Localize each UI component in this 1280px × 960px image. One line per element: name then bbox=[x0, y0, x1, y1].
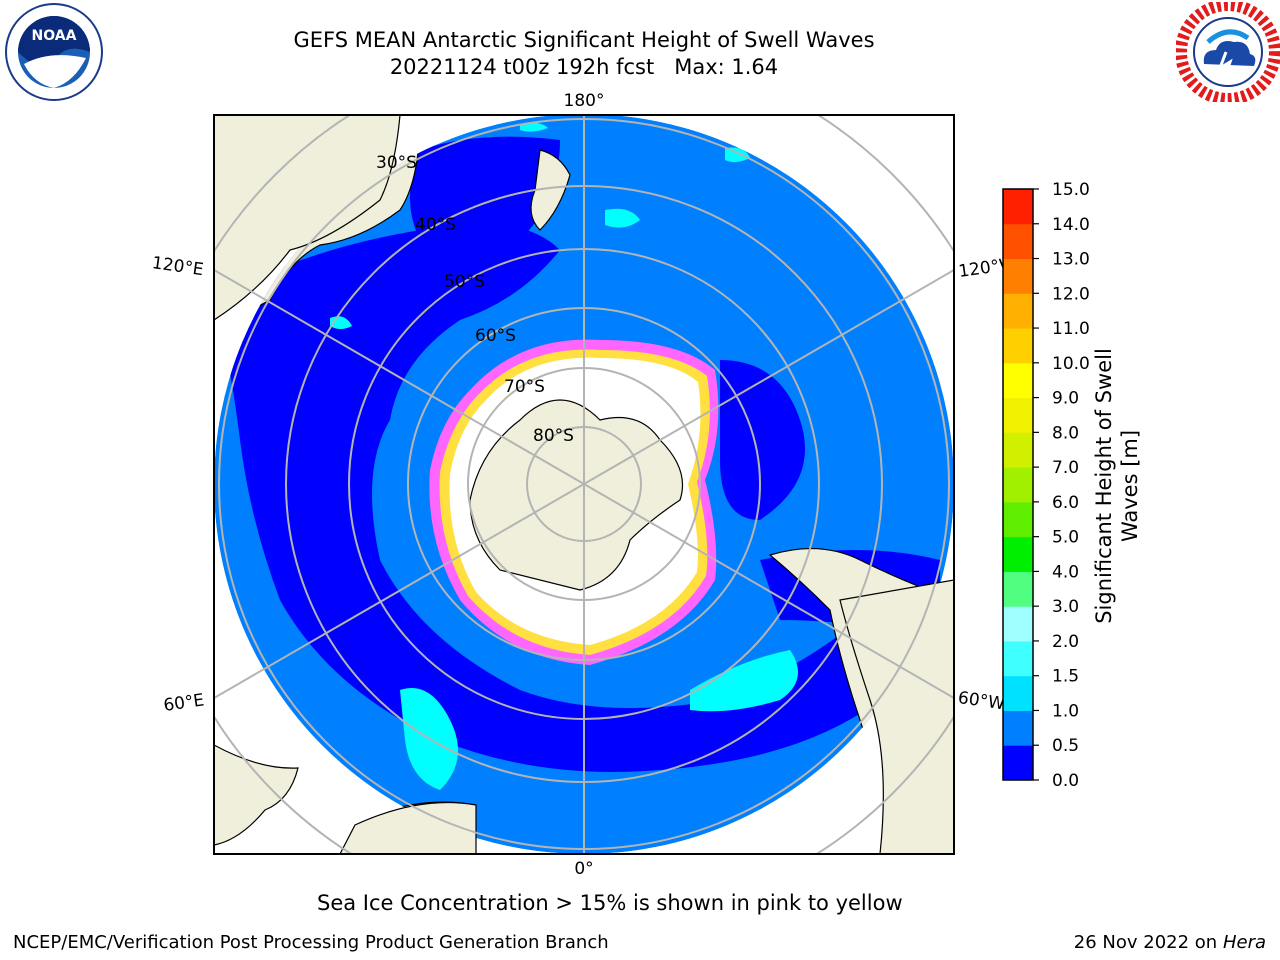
run-date: 26 Nov 2022 on Hera bbox=[1074, 932, 1266, 953]
colorbar-tick-label: 2.0 bbox=[1052, 632, 1079, 652]
colorbar-segment bbox=[1003, 397, 1033, 433]
colorbar-tick-label: 12.0 bbox=[1052, 284, 1090, 304]
branch-credit: NCEP/EMC/Verification Post Processing Pr… bbox=[13, 932, 609, 953]
noaa-logo: NOAA bbox=[5, 3, 103, 101]
colorbar-tick-label: 14.0 bbox=[1052, 215, 1090, 235]
lon-label-60e: 60°E bbox=[162, 690, 205, 715]
noaa-logo-text: NOAA bbox=[32, 28, 77, 44]
colorbar-segment bbox=[1003, 362, 1033, 399]
colorbar-segment bbox=[1003, 432, 1033, 468]
map-title: GEFS MEAN Antarctic Significant Height o… bbox=[293, 28, 875, 52]
colorbar-tick-label: 13.0 bbox=[1052, 250, 1090, 270]
colorbar-tick-label: 0.0 bbox=[1052, 771, 1079, 791]
colorbar-tick-label: 3.0 bbox=[1052, 597, 1079, 617]
colorbar-frame bbox=[1002, 188, 1034, 781]
colorbar-segment bbox=[1003, 640, 1033, 677]
lat-label-60s: 60°S bbox=[475, 326, 516, 346]
colorbar-label-line1: Significant Height of Swell bbox=[1092, 348, 1116, 624]
colorbar-tick-label: 7.0 bbox=[1052, 458, 1079, 478]
colorbar-tick-label: 0.5 bbox=[1052, 736, 1079, 756]
colorbar-segment bbox=[1003, 328, 1033, 364]
lat-label-70s: 70°S bbox=[504, 377, 545, 397]
colorbar-segment bbox=[1003, 606, 1033, 642]
lon-label-0: 0° bbox=[574, 859, 593, 879]
lon-label-60w: 60°W bbox=[957, 688, 1006, 714]
colorbar-tick-label: 15.0 bbox=[1052, 180, 1090, 200]
lat-label-50s: 50°S bbox=[444, 272, 485, 292]
colorbar-segment bbox=[1003, 710, 1033, 746]
colorbar-segment bbox=[1003, 189, 1033, 225]
colorbar-tick-label: 4.0 bbox=[1052, 562, 1079, 582]
lat-label-40s: 40°S bbox=[415, 215, 456, 235]
colorbar-label-line2: Waves [m] bbox=[1118, 430, 1142, 542]
host-name: Hera bbox=[1222, 932, 1266, 953]
lat-label-80s: 80°S bbox=[533, 426, 574, 446]
colorbar-tick-label: 5.0 bbox=[1052, 528, 1079, 548]
colorbar-tick-label: 1.0 bbox=[1052, 701, 1079, 721]
lon-label-180: 180° bbox=[564, 91, 605, 111]
colorbar-segment bbox=[1003, 501, 1033, 538]
nws-logo bbox=[1176, 2, 1280, 102]
antarctica-landmass bbox=[469, 399, 684, 591]
colorbar-segment bbox=[1003, 293, 1033, 329]
colorbar-segment bbox=[1003, 536, 1033, 572]
colorbar-tick-label: 10.0 bbox=[1052, 354, 1090, 374]
map-frame bbox=[213, 114, 955, 855]
map-subtitle: 20221124 t00z 192h fcst Max: 1.64 bbox=[389, 55, 779, 79]
sea-ice-note: Sea Ice Concentration > 15% is shown in … bbox=[317, 891, 903, 915]
colorbar-tick-label: 9.0 bbox=[1052, 389, 1079, 409]
lon-label-120e: 120°E bbox=[151, 253, 205, 280]
colorbar bbox=[1003, 189, 1033, 781]
low-swell-region bbox=[214, 223, 880, 773]
colorbar-segment bbox=[1003, 467, 1033, 503]
longitude-gridlines bbox=[214, 115, 954, 854]
colorbar-tick-label: 8.0 bbox=[1052, 423, 1079, 443]
colorbar-segment bbox=[1003, 675, 1033, 711]
colorbar-segment bbox=[1003, 745, 1033, 781]
date-text: 26 Nov 2022 on bbox=[1073, 932, 1218, 953]
new-zealand-landmass bbox=[530, 149, 571, 231]
colorbar-ticks: 0.0 0.5 1.0 1.5 2.0 3.0 4.0 5.0 6.0 7.0 8.0 9.0 10.0… bbox=[1033, 180, 1090, 791]
lat-label-30s: 30°S bbox=[376, 153, 417, 173]
colorbar-segment bbox=[1003, 258, 1033, 294]
colorbar-segment bbox=[1003, 223, 1033, 260]
colorbar-segment bbox=[1003, 571, 1033, 607]
colorbar-tick-label: 1.5 bbox=[1052, 667, 1079, 687]
colorbar-tick-label: 6.0 bbox=[1052, 493, 1079, 513]
colorbar-tick-label: 11.0 bbox=[1052, 319, 1090, 339]
